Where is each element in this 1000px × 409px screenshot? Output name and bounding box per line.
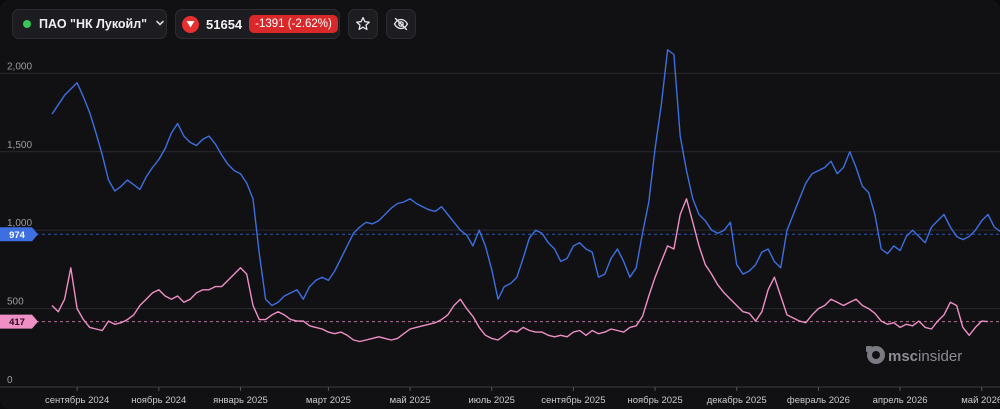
y-tick-label: 2,000 [7,61,32,72]
last-value-tag [0,314,38,329]
x-tick-label: март 2025 [306,395,351,406]
grid-lines [0,72,1000,388]
toolbar: ПАО "НК Лукойл" 51654 -1391 (-2.62%) [12,9,416,39]
x-tick-label: май 2026 [961,395,1000,406]
x-tick-label: апрель 2026 [873,395,928,406]
last-value-tag [0,227,38,242]
x-axis-ticks: сентябрь 2024 ноябрь 2024 январь 2025 март … [45,387,1000,406]
y-tick-label: 1,000 [7,218,32,229]
x-tick-label: ноябрь 2025 [627,395,682,406]
y-axis-ticks: 0 500 1,000 1,500 2,000 [7,61,32,386]
y-tick-label: 1,500 [7,140,32,151]
last-value-labels: 974 417 [0,227,38,329]
msc-logo-icon [866,346,885,364]
x-tick-label: июль 2025 [468,395,515,406]
status-dot [23,20,31,28]
last-value-label: 417 [9,317,25,328]
triangle-down-icon [182,15,199,33]
watermark-text: mscinsider [888,348,962,365]
x-tick-label: сентябрь 2024 [45,395,109,406]
x-tick-label: ноябрь 2024 [131,395,186,406]
company-selector[interactable]: ПАО "НК Лукойл" [12,9,167,39]
x-tick-label: сентябрь 2025 [541,395,605,406]
eye-off-icon [393,16,409,32]
y-tick-label: 500 [7,297,24,308]
x-tick-label: май 2025 [390,395,431,406]
series-line-1 [51,49,1000,307]
last-value-label: 974 [9,230,26,241]
series-line-2 [51,198,989,343]
watermark: mscinsider [866,346,962,365]
company-name: ПАО "НК Лукойл" [39,17,148,31]
x-tick-label: февраль 2026 [787,395,850,406]
quote-box: 51654 -1391 (-2.62%) [175,9,340,39]
hide-button[interactable] [386,9,416,39]
favorite-button[interactable] [348,9,378,39]
x-tick-label: декабрь 2025 [707,395,767,406]
price-value: 51654 [206,16,243,32]
series-lines [51,49,1000,343]
change-badge: -1391 (-2.62%) [249,15,338,33]
chevron-down-icon [155,18,165,31]
star-icon [355,16,371,32]
x-tick-label: январь 2025 [213,395,268,406]
y-tick-label: 0 [7,375,13,386]
last-value-lines [0,233,1000,323]
